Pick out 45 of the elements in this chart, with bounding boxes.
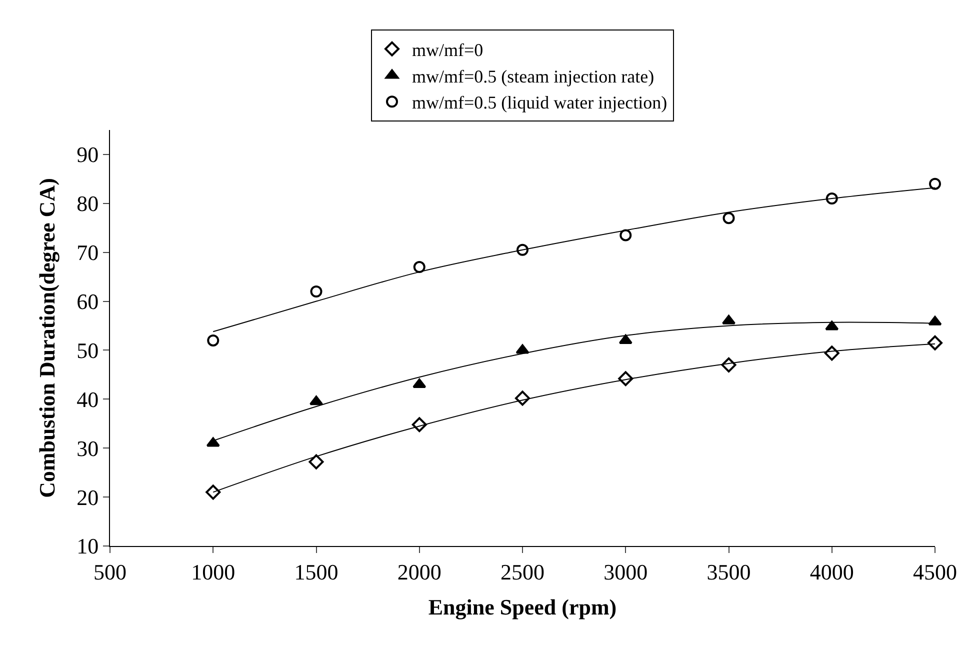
legend-label: mw/mf=0.5 (steam injection rate): [412, 66, 654, 86]
y-tick-label: 10: [76, 534, 99, 559]
x-tick-label: 1000: [191, 559, 236, 584]
point: [618, 371, 634, 386]
point: [515, 390, 530, 406]
x-tick-label: 1500: [294, 559, 338, 584]
point: [516, 344, 530, 354]
point: [721, 357, 736, 372]
y-tick-label: 90: [76, 142, 99, 168]
x-tick-label: 4000: [810, 559, 854, 584]
point: [928, 335, 942, 350]
y-tick-label: 20: [76, 484, 99, 510]
point: [308, 454, 324, 470]
point: [620, 229, 632, 242]
point: [824, 346, 840, 361]
point: [826, 192, 838, 205]
point: [310, 286, 322, 298]
x-tick-label: 2000: [397, 559, 442, 584]
point: [413, 261, 426, 274]
x-tick-label: 2500: [500, 559, 544, 584]
x-tick-label: 4500: [913, 559, 957, 584]
point: [206, 437, 220, 447]
point: [928, 316, 942, 326]
y-tick-label: 50: [76, 338, 99, 363]
y-tick-label: 70: [76, 240, 99, 266]
x-tick-label: 3500: [706, 559, 751, 584]
point: [207, 334, 220, 346]
y-tick-label: 60: [76, 288, 99, 314]
y-tick-label: 80: [76, 191, 99, 216]
legend-label: mw/mf=0.5 (liquid water injection): [412, 92, 668, 113]
legend-label: mw/mf=0: [412, 40, 484, 60]
x-tick-label: 500: [94, 559, 126, 584]
x-tick-label: 3000: [604, 559, 648, 584]
y-axis-title: Combustion Duration(degree CA): [34, 178, 60, 498]
point: [412, 417, 427, 432]
point: [516, 244, 528, 256]
x-axis-title: Engine Speed (rpm): [428, 594, 617, 620]
point: [618, 334, 632, 344]
point: [722, 212, 735, 224]
y-tick-label: 30: [76, 436, 99, 461]
point: [825, 320, 839, 330]
point: [206, 484, 221, 500]
point: [929, 178, 941, 190]
point: [412, 378, 426, 388]
y-tick-label: 40: [76, 386, 99, 412]
